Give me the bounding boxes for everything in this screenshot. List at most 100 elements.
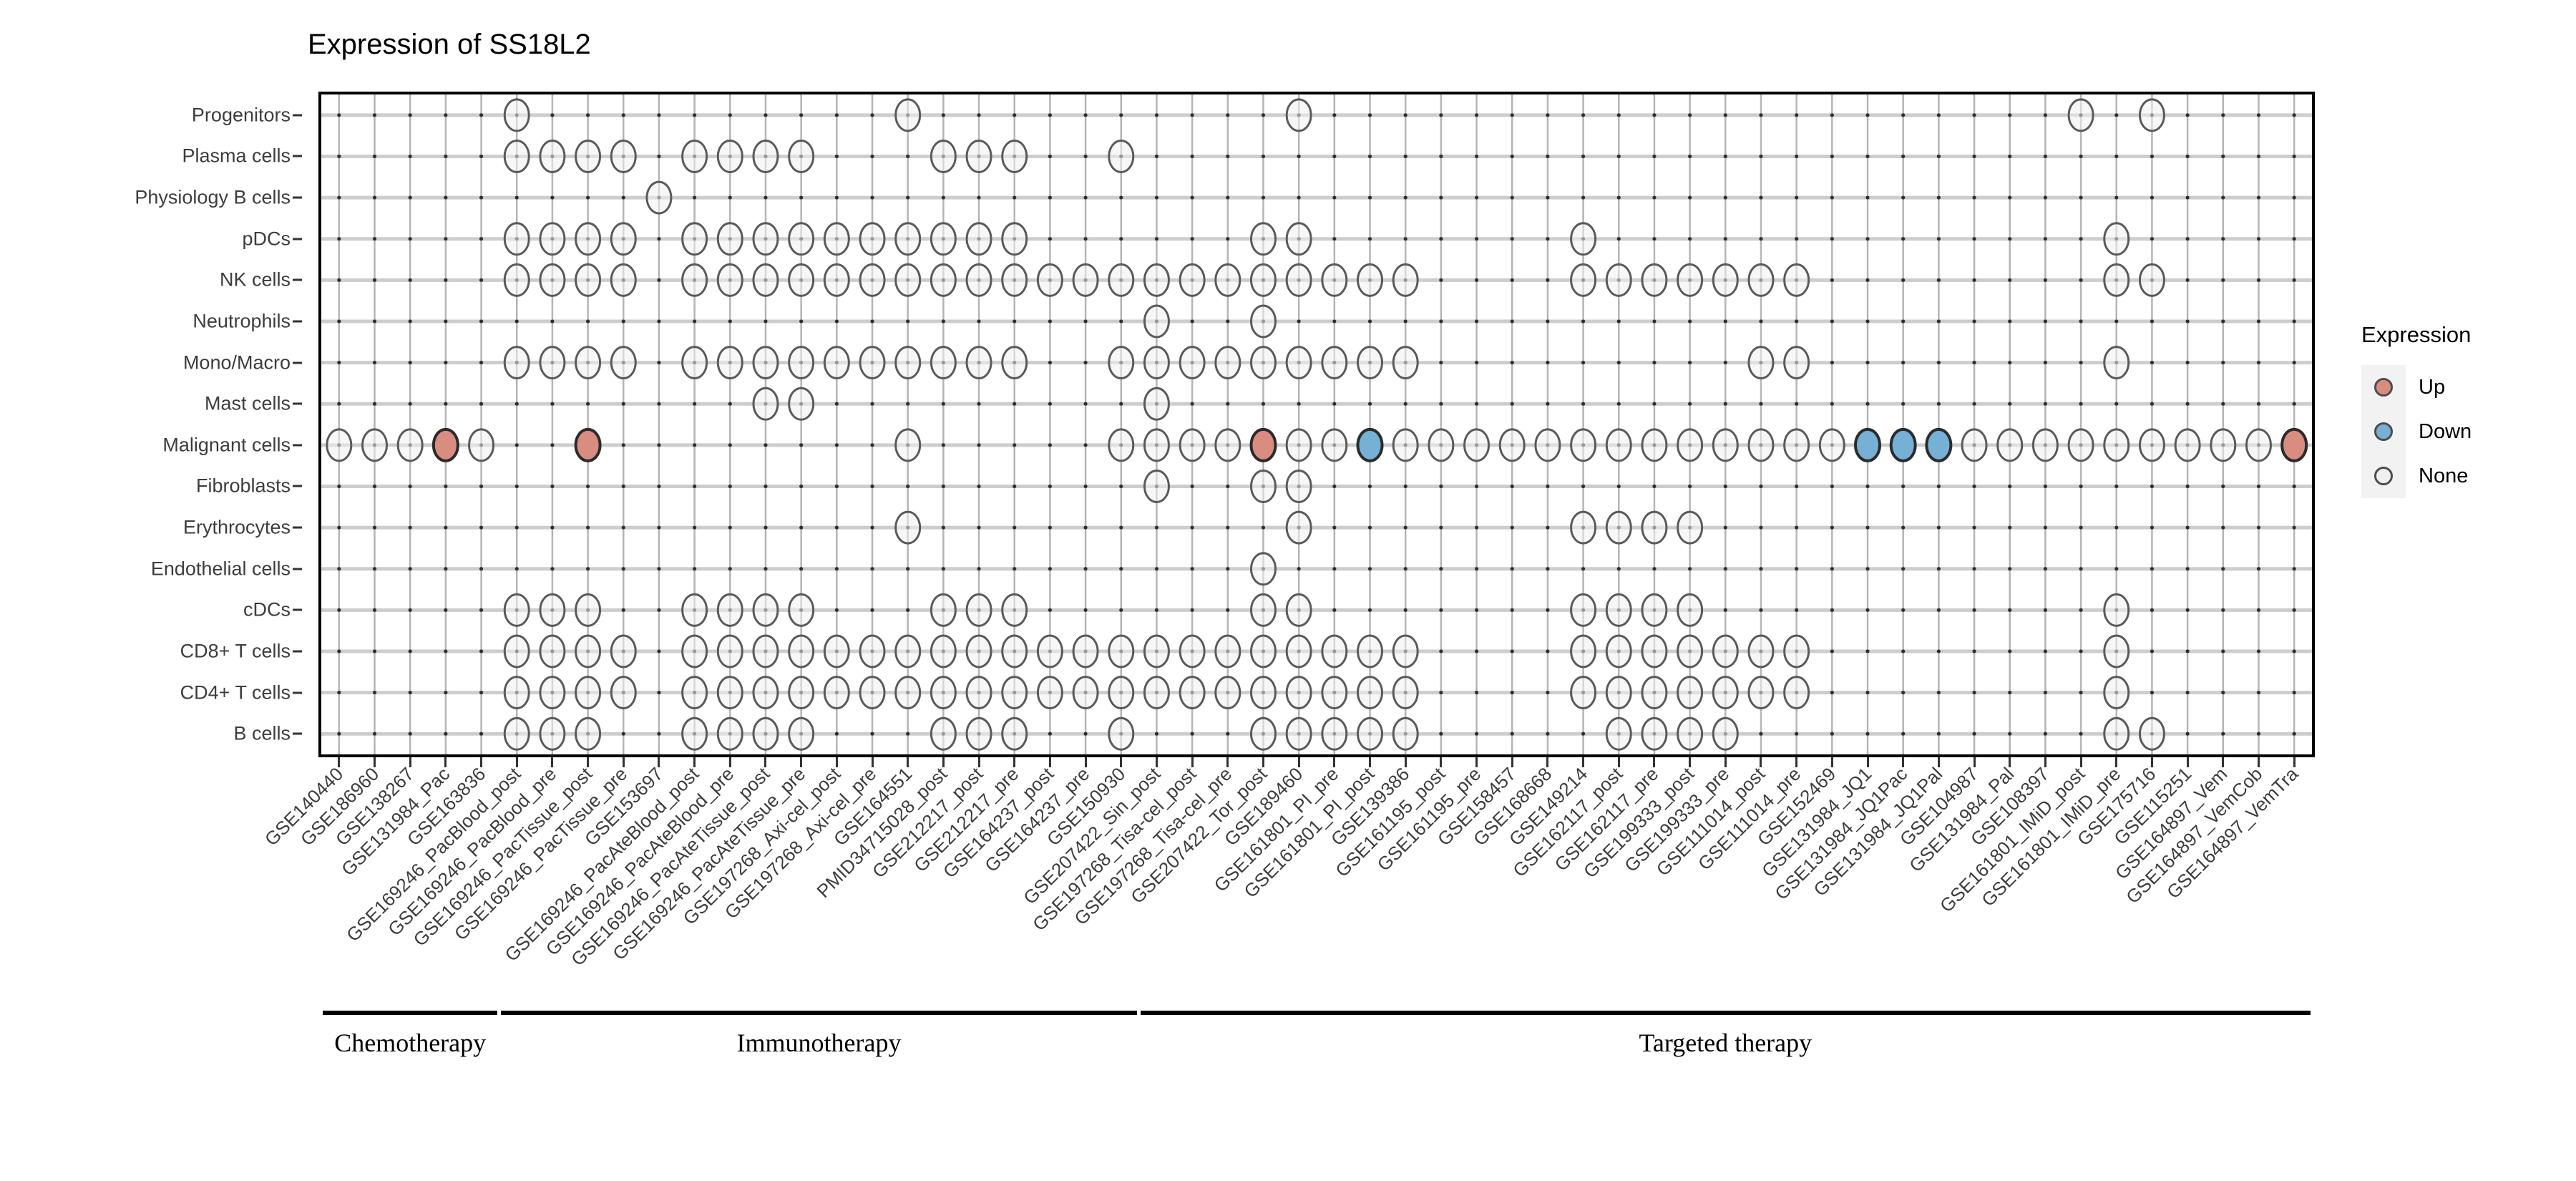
dot-none[interactable] — [2138, 263, 2165, 297]
dot-none[interactable] — [1392, 676, 1419, 710]
dot-none[interactable] — [1179, 634, 1206, 669]
dot-none[interactable] — [539, 346, 566, 380]
dot-none[interactable] — [752, 346, 779, 380]
dot-none[interactable] — [681, 593, 708, 627]
dot-none[interactable] — [539, 139, 566, 173]
dot-none[interactable] — [1783, 634, 1810, 669]
dot-none[interactable] — [1712, 428, 1739, 462]
dot-none[interactable] — [1285, 716, 1312, 751]
dot-none[interactable] — [1108, 676, 1135, 710]
dot-none[interactable] — [716, 139, 743, 173]
dot-none[interactable] — [681, 346, 708, 380]
dot-none[interactable] — [1321, 634, 1348, 669]
dot-none[interactable] — [1677, 593, 1704, 627]
dot-none[interactable] — [681, 263, 708, 297]
dot-none[interactable] — [2103, 593, 2130, 627]
dot-none[interactable] — [681, 716, 708, 751]
dot-none[interactable] — [716, 263, 743, 297]
dot-none[interactable] — [1001, 593, 1028, 627]
dot-none[interactable] — [575, 346, 602, 380]
dot-none[interactable] — [859, 634, 886, 669]
dot-down[interactable] — [1854, 427, 1882, 462]
dot-none[interactable] — [575, 593, 602, 627]
dot-none[interactable] — [1392, 716, 1419, 751]
dot-none[interactable] — [894, 676, 922, 710]
dot-none[interactable] — [1357, 676, 1384, 710]
dot-none[interactable] — [2103, 716, 2130, 751]
dot-none[interactable] — [361, 428, 389, 462]
dot-none[interactable] — [1570, 263, 1597, 297]
dot-none[interactable] — [894, 428, 922, 462]
dot-none[interactable] — [1108, 346, 1135, 380]
dot-none[interactable] — [610, 346, 637, 380]
dot-none[interactable] — [1605, 593, 1632, 627]
dot-none[interactable] — [716, 346, 743, 380]
dot-none[interactable] — [930, 139, 957, 173]
dot-none[interactable] — [788, 139, 815, 173]
dot-none[interactable] — [503, 98, 530, 132]
dot-none[interactable] — [2210, 428, 2237, 462]
dot-none[interactable] — [1677, 716, 1704, 751]
dot-none[interactable] — [1357, 634, 1384, 669]
dot-none[interactable] — [965, 634, 992, 669]
dot-none[interactable] — [1321, 263, 1348, 297]
dot-none[interactable] — [788, 222, 815, 256]
dot-none[interactable] — [1498, 428, 1526, 462]
dot-none[interactable] — [1605, 263, 1632, 297]
dot-down[interactable] — [1889, 427, 1917, 462]
dot-none[interactable] — [965, 346, 992, 380]
dot-none[interactable] — [1285, 428, 1312, 462]
dot-none[interactable] — [965, 263, 992, 297]
dot-none[interactable] — [1712, 716, 1739, 751]
dot-none[interactable] — [1463, 428, 1491, 462]
dot-none[interactable] — [1321, 346, 1348, 380]
dot-none[interactable] — [539, 593, 566, 627]
dot-none[interactable] — [539, 716, 566, 751]
dot-up[interactable] — [1249, 427, 1277, 462]
dot-none[interactable] — [1818, 428, 1845, 462]
dot-none[interactable] — [930, 593, 957, 627]
dot-none[interactable] — [1108, 139, 1135, 173]
dot-none[interactable] — [1677, 428, 1704, 462]
dot-none[interactable] — [1392, 263, 1419, 297]
dot-none[interactable] — [1143, 346, 1170, 380]
dot-none[interactable] — [1001, 676, 1028, 710]
dot-none[interactable] — [1214, 346, 1241, 380]
dot-none[interactable] — [1783, 263, 1810, 297]
dot-none[interactable] — [1712, 634, 1739, 669]
dot-none[interactable] — [894, 222, 922, 256]
dot-none[interactable] — [1143, 634, 1170, 669]
dot-none[interactable] — [1747, 634, 1775, 669]
dot-none[interactable] — [539, 676, 566, 710]
dot-none[interactable] — [788, 346, 815, 380]
dot-none[interactable] — [1357, 716, 1384, 751]
dot-none[interactable] — [503, 716, 530, 751]
dot-none[interactable] — [1072, 676, 1099, 710]
dot-none[interactable] — [1143, 428, 1170, 462]
dot-none[interactable] — [1641, 510, 1668, 545]
dot-none[interactable] — [1179, 263, 1206, 297]
dot-none[interactable] — [823, 346, 850, 380]
dot-none[interactable] — [1249, 263, 1277, 297]
dot-none[interactable] — [1783, 428, 1810, 462]
dot-none[interactable] — [2138, 98, 2165, 132]
dot-none[interactable] — [752, 387, 779, 421]
dot-none[interactable] — [1249, 593, 1277, 627]
dot-none[interactable] — [1641, 428, 1668, 462]
dot-none[interactable] — [1641, 716, 1668, 751]
dot-none[interactable] — [1641, 676, 1668, 710]
dot-none[interactable] — [1179, 428, 1206, 462]
dot-none[interactable] — [894, 263, 922, 297]
dot-none[interactable] — [1143, 387, 1170, 421]
dot-none[interactable] — [610, 139, 637, 173]
dot-none[interactable] — [2245, 428, 2272, 462]
dot-none[interactable] — [1249, 346, 1277, 380]
dot-none[interactable] — [1285, 222, 1312, 256]
dot-none[interactable] — [1036, 263, 1063, 297]
dot-none[interactable] — [1570, 634, 1597, 669]
dot-none[interactable] — [716, 222, 743, 256]
dot-none[interactable] — [1641, 593, 1668, 627]
dot-none[interactable] — [539, 222, 566, 256]
dot-none[interactable] — [1961, 428, 1988, 462]
dot-none[interactable] — [965, 139, 992, 173]
